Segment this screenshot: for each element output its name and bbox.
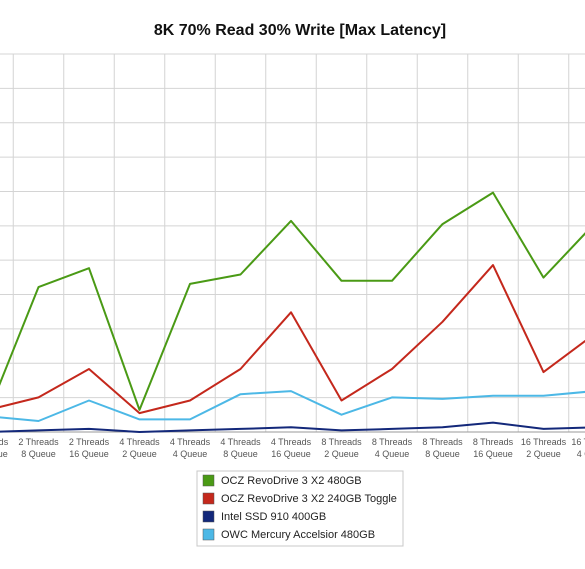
legend-swatch <box>202 492 215 505</box>
x-tick-label-threads: 16 Threads <box>571 437 585 447</box>
x-tick-label-threads: 1 Threads <box>0 437 9 447</box>
legend-swatch <box>202 528 215 541</box>
x-tick-label-threads: 2 Threads <box>18 437 59 447</box>
x-tick-label-threads: 8 Threads <box>321 437 362 447</box>
legend-swatch <box>202 510 215 523</box>
x-tick-label-threads: 8 Threads <box>473 437 514 447</box>
legend-label: OCZ RevoDrive 3 X2 480GB <box>221 475 362 487</box>
series-line-2 <box>0 264 585 415</box>
x-tick-label-queue: 16 Queue <box>0 449 8 459</box>
x-tick-label-threads: 8 Threads <box>372 437 413 447</box>
x-tick-label-queue: 8 Queue <box>21 449 56 459</box>
x-tick-label-queue: 2 Queue <box>324 449 359 459</box>
x-tick-label-threads: 4 Threads <box>170 437 211 447</box>
x-tick-label-threads: 16 Threads <box>521 437 567 447</box>
chart-title: 8K 70% Read 30% Write [Max Latency] <box>154 22 446 39</box>
x-tick-label-threads: 8 Threads <box>422 437 463 447</box>
series-line-1 <box>0 191 585 411</box>
x-tick-label-queue: 8 Queue <box>223 449 258 459</box>
legend: OCZ RevoDrive 3 X2 480GB OCZ RevoDrive 3 … <box>196 470 404 547</box>
series-line-3 <box>0 421 585 433</box>
x-tick-label-queue: 16 Queue <box>271 449 311 459</box>
x-tick-label-queue: 2 Queue <box>526 449 561 459</box>
legend-swatch <box>202 474 215 487</box>
legend-label: OCZ RevoDrive 3 X2 240GB Toggle <box>221 493 397 505</box>
x-tick-label-queue: 16 Queue <box>69 449 109 459</box>
x-tick-label-queue: 4 Queue <box>577 449 585 459</box>
x-tick-label-queue: 4 Queue <box>375 449 410 459</box>
gridlines <box>0 53 585 433</box>
legend-box <box>196 470 404 547</box>
x-tick-label-threads: 4 Threads <box>271 437 312 447</box>
x-tick-label-queue: 16 Queue <box>473 449 513 459</box>
legend-label: OWC Mercury Accelsior 480GB <box>221 529 375 541</box>
x-tick-label-queue: 8 Queue <box>425 449 460 459</box>
x-tick-label-queue: 4 Queue <box>173 449 208 459</box>
series-lines <box>0 191 585 433</box>
x-tick-label-threads: 4 Threads <box>220 437 261 447</box>
x-tick-label-queue: 2 Queue <box>122 449 157 459</box>
legend-label: Intel SSD 910 400GB <box>221 511 326 523</box>
x-tick-labels: 1 Threads 16 Queue 2 Threads 8 Queue 2 Threa… <box>0 437 585 459</box>
x-tick-label-threads: 2 Threads <box>69 437 110 447</box>
series-line-4 <box>0 390 585 422</box>
x-tick-label-threads: 4 Threads <box>119 437 160 447</box>
